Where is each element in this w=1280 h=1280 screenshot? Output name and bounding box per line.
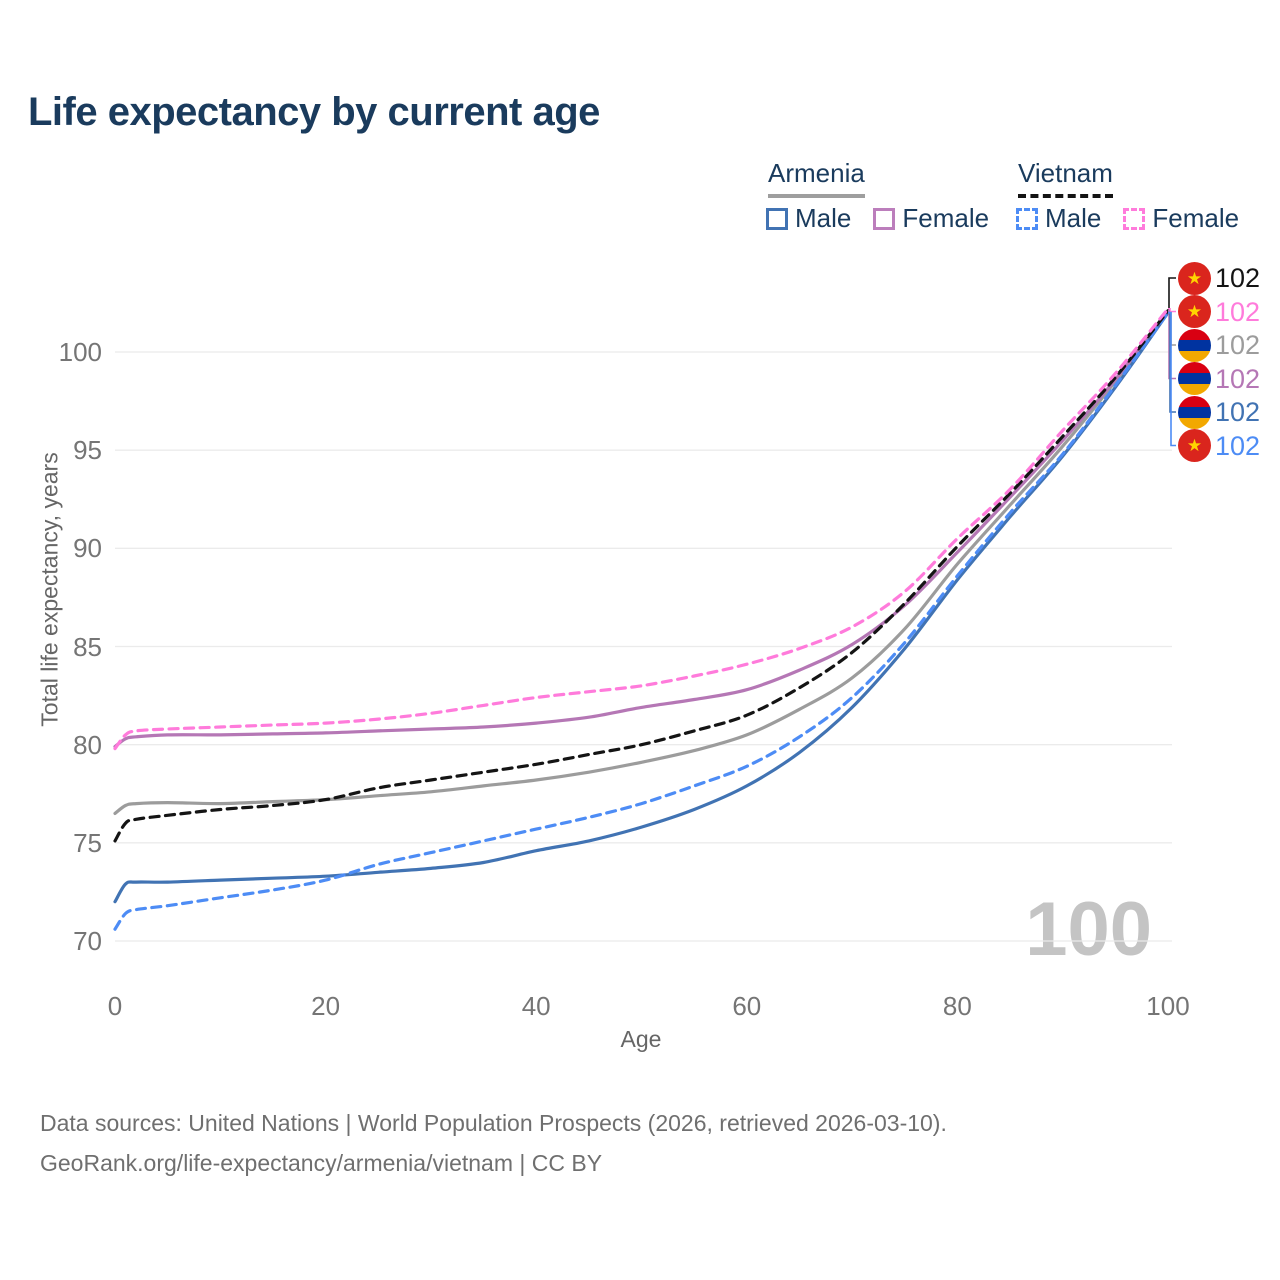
- flag-icon-armenia: [1178, 328, 1211, 362]
- legend-label: Male: [1045, 203, 1102, 233]
- legend-item-armenia-female[interactable]: Female: [873, 203, 989, 234]
- star-icon: ★: [1186, 436, 1203, 455]
- series-line-armenia-male[interactable]: [113, 311, 1170, 904]
- y-tick-label: 70: [73, 926, 102, 956]
- x-tick-label: 0: [107, 991, 123, 1021]
- x-tick-label: 20: [311, 991, 341, 1021]
- x-tick-label: 40: [521, 991, 551, 1021]
- end-label-connector: [1168, 311, 1176, 413]
- legend-label: Male: [795, 203, 852, 233]
- flag-icon-armenia: [1178, 395, 1211, 429]
- series-line-armenia[interactable]: [113, 311, 1170, 815]
- legend-group-vietnam[interactable]: Vietnam: [1018, 158, 1113, 198]
- legend-vietnam-items: Male Female: [1016, 203, 1239, 234]
- end-value-label: 102: [1215, 263, 1261, 293]
- y-tick-label: 90: [73, 533, 102, 564]
- end-label-connector: [1168, 277, 1176, 312]
- star-icon: ★: [1186, 302, 1203, 321]
- x-axis-title: Age: [620, 1026, 662, 1052]
- legend-group-armenia[interactable]: Armenia: [768, 158, 865, 198]
- series-line-vietnam-female[interactable]: [113, 307, 1170, 751]
- y-tick-label: 95: [73, 435, 102, 466]
- vietnam-male-swatch-icon: [1016, 207, 1038, 230]
- series-line-vietnam-male[interactable]: [113, 311, 1170, 931]
- footer-attribution: GeoRank.org/life-expectancy/armenia/viet…: [40, 1150, 603, 1176]
- legend-label: Female: [1152, 203, 1240, 233]
- legend-item-armenia-male[interactable]: Male: [766, 203, 851, 234]
- armenia-male-swatch-icon: [766, 207, 788, 230]
- x-tick-label: 80: [942, 991, 972, 1021]
- age-counter-watermark: 100: [1025, 887, 1152, 972]
- legend-label: Female: [902, 203, 990, 233]
- legend-item-vietnam-female[interactable]: Female: [1123, 203, 1239, 234]
- page-title: Life expectancy by current age: [28, 90, 600, 134]
- end-label-connector: [1168, 310, 1176, 380]
- end-value-label: 102: [1215, 330, 1261, 360]
- star-icon: ★: [1186, 268, 1203, 288]
- y-tick-label: 80: [73, 729, 102, 760]
- vietnam-female-swatch-icon: [1123, 207, 1146, 230]
- legend-armenia-items: Male Female: [766, 203, 989, 234]
- end-value-label: 102: [1215, 397, 1261, 427]
- flag-icon-vietnam: ★: [1178, 295, 1211, 328]
- end-value-label: 102: [1215, 430, 1261, 461]
- series-line-armenia-female[interactable]: [113, 309, 1170, 749]
- y-tick-label: 75: [73, 827, 102, 858]
- y-tick-label: 100: [58, 337, 102, 367]
- flag-icon-vietnam: ★: [1178, 261, 1211, 295]
- y-tick-label: 85: [73, 631, 102, 662]
- flag-icon-vietnam: ★: [1178, 429, 1211, 462]
- armenia-female-swatch-icon: [873, 207, 896, 230]
- footer-sources: Data sources: United Nations | World Pop…: [40, 1110, 947, 1136]
- end-label-connector: [1168, 308, 1176, 313]
- end-value-label: 102: [1215, 363, 1261, 394]
- legend-item-vietnam-male[interactable]: Male: [1016, 203, 1101, 234]
- end-label-connector: [1168, 311, 1176, 447]
- x-tick-label: 100: [1146, 991, 1190, 1021]
- end-value-label: 102: [1215, 296, 1261, 327]
- flag-icon-armenia: [1178, 362, 1211, 395]
- series-line-vietnam[interactable]: [113, 309, 1170, 843]
- x-tick-label: 60: [732, 991, 762, 1021]
